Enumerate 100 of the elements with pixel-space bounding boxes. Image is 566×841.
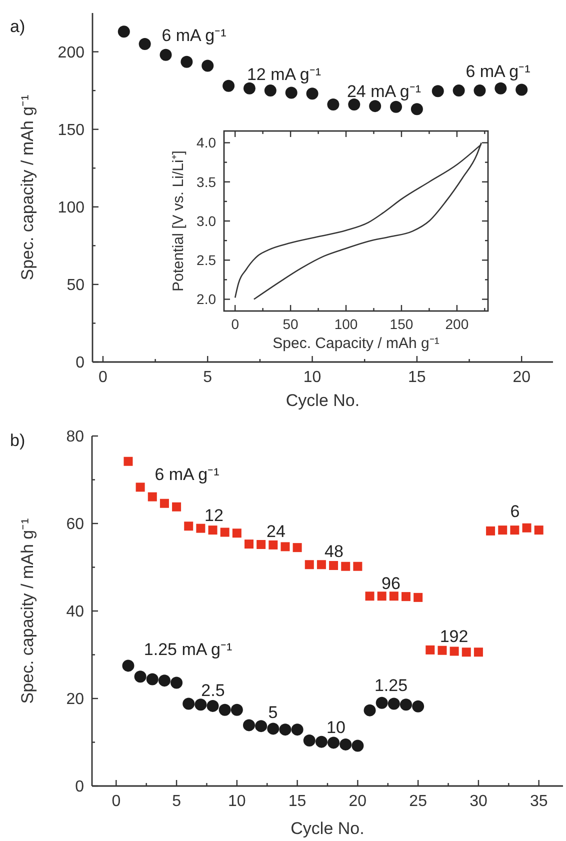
annotation: 10 (326, 718, 346, 737)
point (255, 720, 268, 732)
point (267, 722, 280, 735)
point (124, 456, 133, 466)
x-tick-label: 20 (512, 369, 531, 386)
y-tick-label: 3.5 (196, 174, 216, 190)
x-tick-label: 0 (98, 369, 108, 386)
y-tick-label: 60 (66, 516, 84, 534)
annotation: 24 mA g⁻¹ (346, 82, 422, 101)
point (285, 86, 298, 99)
y-tick-label: 100 (58, 199, 85, 216)
point (222, 80, 235, 92)
point (291, 724, 304, 736)
point (184, 522, 194, 531)
point (432, 85, 444, 98)
point (486, 526, 496, 536)
x-tick-label: 150 (390, 316, 414, 332)
point (206, 700, 219, 712)
point (256, 540, 266, 549)
point (218, 704, 231, 716)
point (438, 646, 447, 655)
annotation: 5 (268, 703, 278, 722)
point (365, 592, 374, 601)
point (329, 561, 338, 570)
point (376, 696, 388, 709)
y-tick-label: 40 (66, 604, 84, 621)
y-tick-label: 50 (66, 277, 85, 294)
point (400, 698, 412, 711)
point (148, 492, 157, 502)
point (158, 674, 170, 687)
x-tick-label: 25 (409, 793, 428, 810)
point (328, 736, 340, 749)
point (279, 724, 292, 736)
y-tick-label: 3.0 (196, 212, 216, 229)
x-tick-label: 35 (530, 793, 548, 810)
point (341, 562, 350, 571)
point (315, 736, 328, 748)
point (353, 562, 362, 571)
point (498, 526, 508, 535)
point (304, 560, 314, 570)
x-axis-title: Spec. Capacity / mAh g⁻¹ (272, 335, 440, 352)
y-axis-title: Potential [V vs. Li/Li⁺] (170, 150, 187, 292)
point (303, 734, 316, 746)
point (180, 56, 193, 68)
point (510, 526, 520, 535)
point (268, 540, 278, 550)
point (402, 592, 410, 602)
point (352, 740, 364, 752)
point (369, 100, 382, 112)
point (170, 676, 183, 689)
point (196, 524, 206, 533)
x-tick-label: 5 (172, 793, 182, 810)
point (118, 26, 130, 38)
point (280, 542, 290, 552)
annotation: 48 (324, 542, 344, 561)
y-tick-label: 2.5 (196, 252, 216, 268)
point (474, 84, 486, 97)
y-tick-label: 4.0 (196, 134, 216, 151)
x-axis-title: Cycle No. (286, 391, 360, 410)
annotation: 6 mA g⁻¹ (154, 465, 220, 484)
point (534, 526, 544, 535)
x-tick-label: 15 (288, 793, 306, 810)
point (516, 84, 528, 96)
annotation: 12 mA g⁻¹ (246, 65, 322, 84)
point (172, 502, 182, 512)
x-tick-label: 5 (203, 369, 212, 386)
x-tick-label: 20 (348, 793, 367, 810)
point (292, 543, 302, 552)
point (243, 82, 256, 94)
x-tick-label: 10 (228, 793, 246, 810)
point (202, 60, 214, 72)
point (264, 84, 276, 97)
y-tick-label: 0 (75, 778, 84, 796)
x-tick-label: 0 (112, 793, 121, 810)
annotation: 1.25 mA g⁻¹ (144, 640, 232, 659)
point (340, 738, 352, 750)
x-axis-title: Cycle No. (290, 819, 364, 838)
annotation: 1.25 (374, 676, 408, 695)
annotation: 6 (510, 502, 520, 521)
x-tick-label: 50 (282, 316, 299, 332)
x-tick-label: 200 (445, 316, 469, 332)
point (348, 98, 360, 111)
point (412, 700, 424, 712)
annotation: 24 (266, 522, 286, 541)
point (377, 592, 386, 601)
point (220, 528, 230, 537)
point (182, 698, 195, 710)
point (138, 38, 151, 50)
point (462, 648, 471, 657)
point (389, 592, 398, 601)
point (388, 698, 400, 710)
y-tick-label: 2.0 (196, 291, 216, 308)
annotation: 192 (440, 627, 468, 646)
point (450, 646, 459, 656)
point (474, 648, 483, 657)
point (122, 660, 134, 672)
point (136, 482, 145, 492)
point (134, 670, 146, 683)
y-tick-label: 150 (58, 122, 85, 139)
point (232, 528, 242, 538)
